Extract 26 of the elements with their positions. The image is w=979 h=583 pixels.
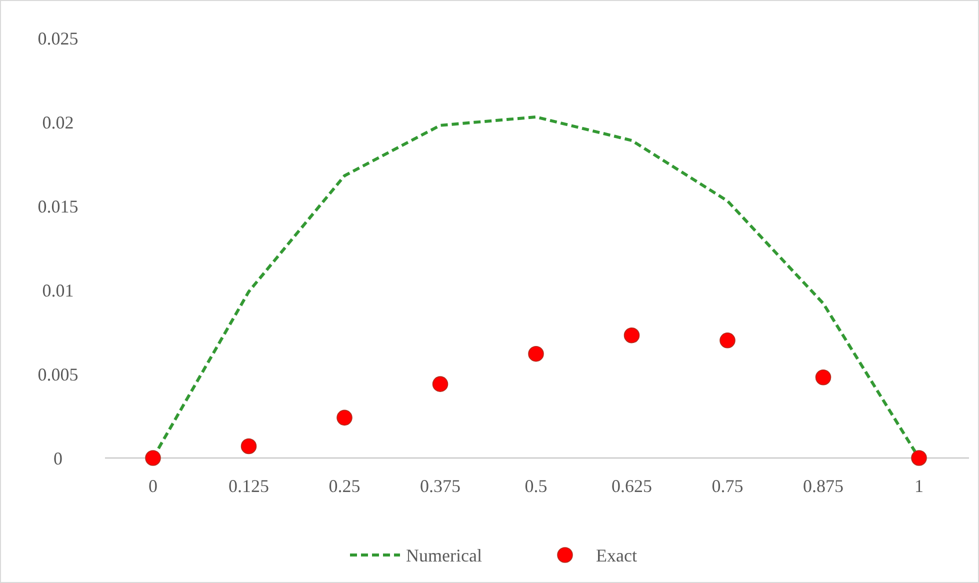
x-tick-label: 0.375 bbox=[420, 476, 460, 496]
y-tick-label: 0.005 bbox=[38, 364, 78, 384]
y-tick-label: 0.025 bbox=[38, 28, 78, 48]
legend-label: Exact bbox=[596, 545, 637, 566]
point bbox=[432, 376, 448, 392]
point bbox=[911, 450, 927, 466]
legend-label: Numerical bbox=[406, 545, 482, 566]
y-tick-label: 0 bbox=[54, 448, 62, 468]
point bbox=[336, 410, 352, 426]
x-tick-label: 1 bbox=[914, 476, 924, 496]
x-tick-label: 0.5 bbox=[524, 476, 548, 496]
point bbox=[528, 346, 544, 362]
y-tick-label: 0.01 bbox=[42, 280, 74, 300]
x-tick-label: 0.125 bbox=[228, 476, 269, 496]
point bbox=[240, 438, 257, 454]
x-tick-label: 0 bbox=[148, 476, 158, 496]
x-tick-label: 0.25 bbox=[328, 476, 360, 496]
x-tick-label: 0.875 bbox=[803, 476, 844, 496]
x-tick-label: 0.625 bbox=[612, 476, 652, 496]
point bbox=[145, 450, 161, 466]
y-tick-label: 0.02 bbox=[42, 112, 74, 132]
point bbox=[624, 327, 640, 344]
point bbox=[720, 332, 736, 348]
x-tick-label: 0.75 bbox=[712, 476, 744, 496]
y-tick-label: 0.015 bbox=[38, 196, 78, 216]
point bbox=[815, 369, 832, 386]
